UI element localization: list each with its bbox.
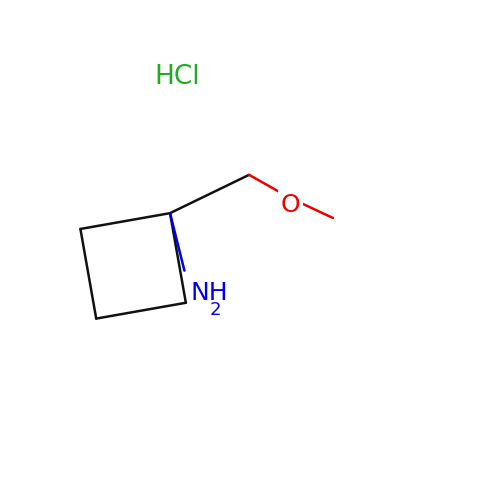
Text: NH: NH bbox=[191, 281, 228, 305]
Text: 2: 2 bbox=[210, 301, 221, 319]
Text: HCl: HCl bbox=[154, 64, 200, 90]
Text: O: O bbox=[281, 193, 300, 217]
